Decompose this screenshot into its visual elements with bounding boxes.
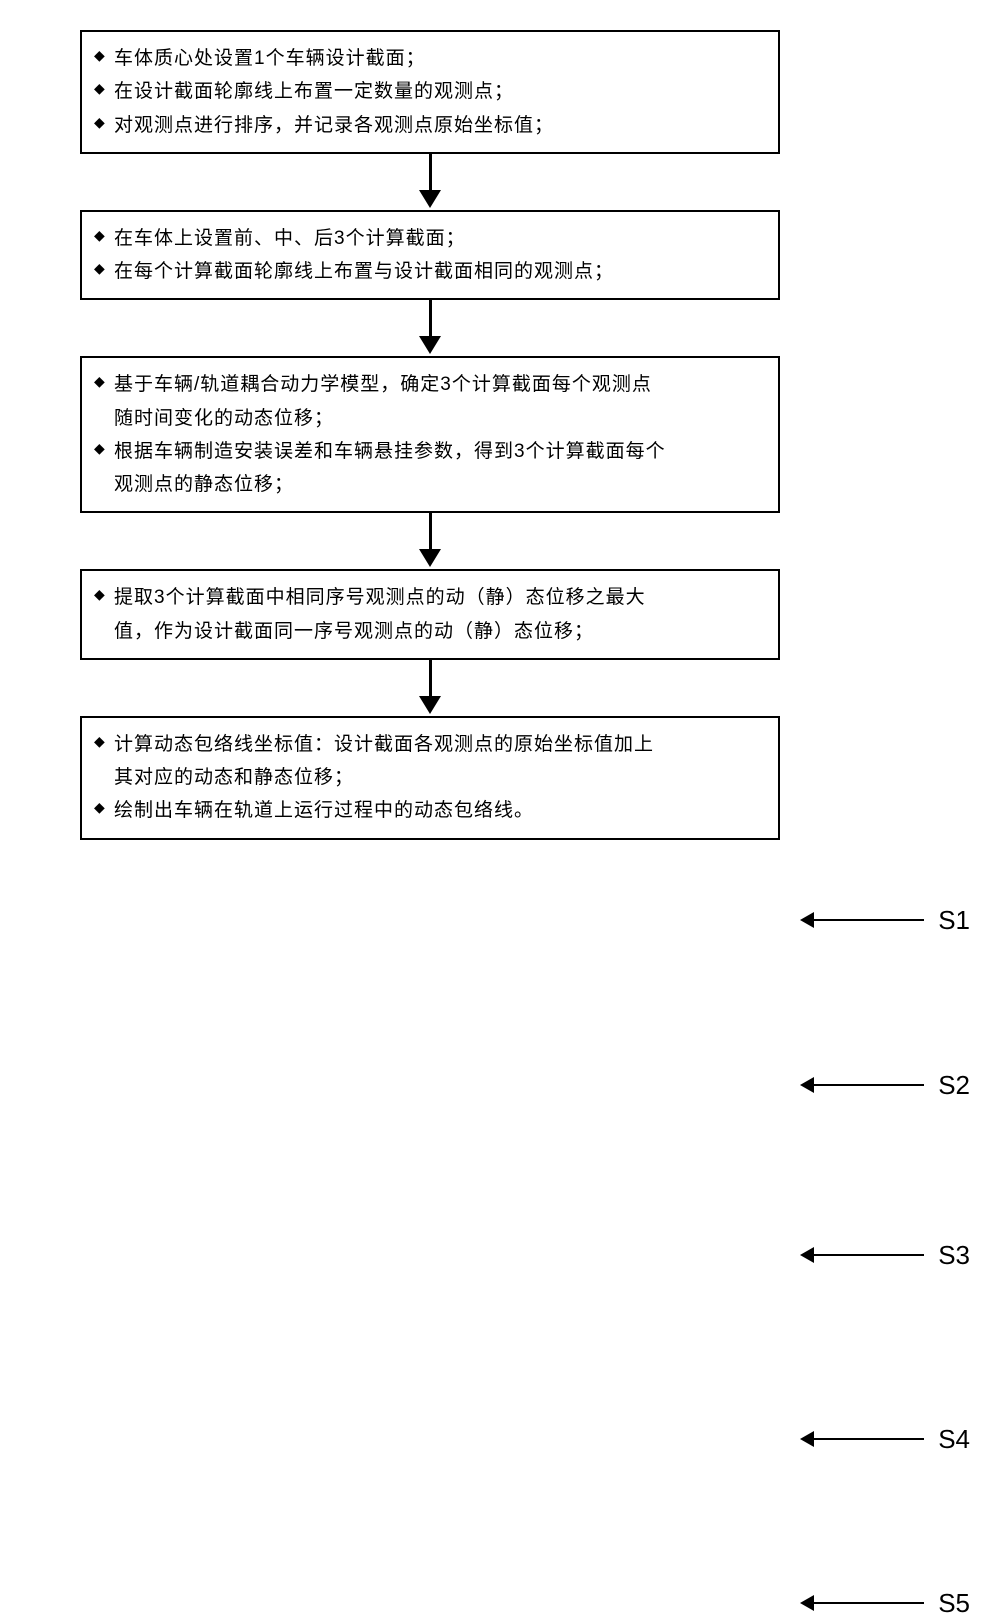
step-bullet: 对观测点进行排序，并记录各观测点原始坐标值； <box>88 109 762 142</box>
step-label-s2: S2 <box>800 1070 970 1101</box>
arrow-down-icon <box>419 154 441 210</box>
step-box-s3: 基于车辆/轨道耦合动力学模型，确定3个计算截面每个观测点随时间变化的动态位移；根… <box>80 356 780 513</box>
step-bullet: 计算动态包络线坐标值：设计截面各观测点的原始坐标值加上 <box>88 728 762 761</box>
arrow-shaft <box>814 919 924 921</box>
flowchart-column: 车体质心处设置1个车辆设计截面；在设计截面轮廓线上布置一定数量的观测点；对观测点… <box>50 30 810 840</box>
step-bullet: 车体质心处设置1个车辆设计截面； <box>88 42 762 75</box>
step-label-text: S5 <box>938 1588 970 1619</box>
arrow-down-icon <box>419 660 441 716</box>
arrow-left-icon <box>800 1431 814 1447</box>
step-label-text: S1 <box>938 905 970 936</box>
arrow-left-icon <box>800 1247 814 1263</box>
step-bullet: 在车体上设置前、中、后3个计算截面； <box>88 222 762 255</box>
step-box-s5: 计算动态包络线坐标值：设计截面各观测点的原始坐标值加上其对应的动态和静态位移；绘… <box>80 716 780 840</box>
step-label-s3: S3 <box>800 1240 970 1271</box>
arrow-left-icon <box>800 1077 814 1093</box>
step-bullet: 绘制出车辆在轨道上运行过程中的动态包络线。 <box>88 794 762 827</box>
arrow-left-icon <box>800 912 814 928</box>
step-label-s5: S5 <box>800 1588 970 1619</box>
step-label-text: S2 <box>938 1070 970 1101</box>
step-bullet: 值，作为设计截面同一序号观测点的动（静）态位移； <box>88 615 762 648</box>
step-bullet: 基于车辆/轨道耦合动力学模型，确定3个计算截面每个观测点 <box>88 368 762 401</box>
step-box-s2: 在车体上设置前、中、后3个计算截面；在每个计算截面轮廓线上布置与设计截面相同的观… <box>80 210 780 301</box>
arrow-shaft <box>814 1602 924 1604</box>
step-bullet: 在每个计算截面轮廓线上布置与设计截面相同的观测点； <box>88 255 762 288</box>
step-box-s4: 提取3个计算截面中相同序号观测点的动（静）态位移之最大值，作为设计截面同一序号观… <box>80 569 780 660</box>
step-label-text: S3 <box>938 1240 970 1271</box>
step-bullet: 其对应的动态和静态位移； <box>88 761 762 794</box>
step-label-text: S4 <box>938 1424 970 1455</box>
arrow-down-icon <box>419 300 441 356</box>
arrow-left-icon <box>800 1595 814 1611</box>
step-label-s4: S4 <box>800 1424 970 1455</box>
arrow-shaft <box>814 1084 924 1086</box>
step-bullet: 根据车辆制造安装误差和车辆悬挂参数，得到3个计算截面每个 <box>88 435 762 468</box>
step-label-s1: S1 <box>800 905 970 936</box>
step-box-s1: 车体质心处设置1个车辆设计截面；在设计截面轮廓线上布置一定数量的观测点；对观测点… <box>80 30 780 154</box>
arrow-down-icon <box>419 513 441 569</box>
step-bullet: 在设计截面轮廓线上布置一定数量的观测点； <box>88 75 762 108</box>
arrow-shaft <box>814 1254 924 1256</box>
arrow-shaft <box>814 1438 924 1440</box>
step-bullet: 随时间变化的动态位移； <box>88 402 762 435</box>
step-bullet: 提取3个计算截面中相同序号观测点的动（静）态位移之最大 <box>88 581 762 614</box>
step-bullet: 观测点的静态位移； <box>88 468 762 501</box>
